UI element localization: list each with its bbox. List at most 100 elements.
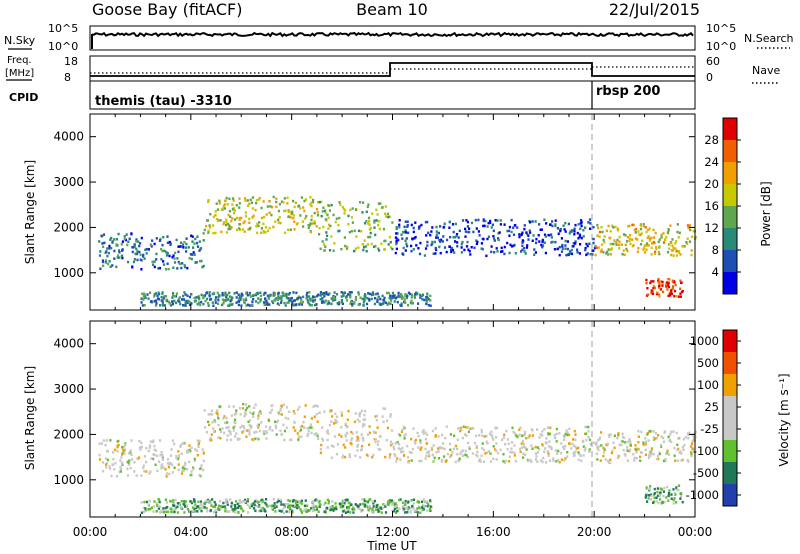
echo-cell xyxy=(346,293,349,296)
echo-cell xyxy=(215,217,218,221)
echo-cell xyxy=(582,229,585,232)
echo-cell xyxy=(659,487,662,490)
echo-cell xyxy=(656,454,660,458)
echo-cell xyxy=(214,509,217,512)
echo-cell xyxy=(435,236,438,239)
echo-cell xyxy=(209,298,212,301)
echo-cell xyxy=(210,433,213,436)
echo-cell xyxy=(299,214,302,217)
echo-cell xyxy=(689,228,692,232)
echo-cell xyxy=(241,294,244,297)
echo-cell xyxy=(562,224,565,227)
echo-cell xyxy=(521,231,524,234)
echo-cell xyxy=(662,241,666,244)
echo-cell xyxy=(550,447,553,451)
echo-cell xyxy=(203,409,206,412)
echo-cell xyxy=(204,299,207,303)
echo-cell xyxy=(368,219,371,223)
echo-cell xyxy=(247,420,250,423)
echo-cell xyxy=(197,295,200,298)
echo-cell xyxy=(324,299,327,302)
echo-cell xyxy=(250,426,253,429)
echo-cell xyxy=(523,247,526,250)
echo-cell xyxy=(648,488,651,491)
echo-cell xyxy=(494,448,497,451)
echo-cell xyxy=(507,460,511,463)
echo-cell xyxy=(145,252,148,255)
echo-cell xyxy=(400,294,403,297)
echo-cell xyxy=(186,468,189,471)
echo-cell xyxy=(335,293,339,296)
echo-cell xyxy=(641,239,644,242)
echo-cell xyxy=(168,461,171,465)
echo-cell xyxy=(150,457,153,460)
echo-cell xyxy=(268,211,271,215)
echo-cell xyxy=(214,298,217,302)
echo-cell xyxy=(140,445,143,449)
echo-cell xyxy=(209,501,212,505)
colorbar-segment xyxy=(723,184,737,206)
echo-cell xyxy=(404,231,407,234)
echo-cell xyxy=(344,209,347,212)
echo-cell xyxy=(242,298,245,301)
echo-cell xyxy=(642,224,645,228)
echo-cell xyxy=(649,429,652,433)
echo-cell xyxy=(409,292,412,296)
echo-cell xyxy=(604,458,607,461)
echo-cell xyxy=(616,227,619,230)
echo-cell xyxy=(294,201,297,205)
echo-cell xyxy=(243,230,246,233)
echo-cell xyxy=(340,247,343,251)
power-ylabel: Slant Range [km] xyxy=(23,160,37,264)
echo-cell xyxy=(506,447,509,451)
echo-cell xyxy=(601,230,604,234)
echo-cell xyxy=(418,506,421,509)
echo-cell xyxy=(621,440,624,443)
colorbar-segment xyxy=(723,228,737,250)
echo-cell xyxy=(248,405,251,408)
echo-cell xyxy=(544,251,547,255)
echo-cell xyxy=(182,294,185,298)
echo-cell xyxy=(656,457,659,461)
echo-cell xyxy=(415,244,418,247)
echo-cell xyxy=(316,294,319,298)
echo-cell xyxy=(138,446,141,449)
echo-cell xyxy=(434,252,437,255)
echo-cell xyxy=(592,241,595,245)
echo-cell xyxy=(348,455,351,459)
echo-cell xyxy=(253,507,256,510)
echo-cell xyxy=(394,502,397,505)
echo-cell xyxy=(148,499,151,503)
echo-cell xyxy=(372,509,375,513)
echo-cell xyxy=(376,298,379,301)
echo-cell xyxy=(189,253,192,256)
echo-cell xyxy=(149,444,152,447)
echo-cell xyxy=(269,411,272,414)
echo-cell xyxy=(272,195,275,199)
echo-cell xyxy=(278,303,281,306)
echo-cell xyxy=(215,202,218,205)
echo-cell xyxy=(673,289,677,293)
echo-cell xyxy=(300,511,304,514)
echo-cell xyxy=(152,263,155,266)
echo-cell xyxy=(492,457,495,461)
echo-cell xyxy=(299,296,302,299)
echo-cell xyxy=(191,506,194,509)
echo-cell xyxy=(419,439,422,442)
echo-cell xyxy=(405,296,408,300)
echo-cell xyxy=(375,208,378,212)
echo-cell xyxy=(140,268,143,271)
echo-cell xyxy=(398,219,401,222)
echo-cell xyxy=(555,427,558,431)
echo-cell xyxy=(646,287,649,290)
echo-cell xyxy=(512,226,515,229)
echo-cell xyxy=(677,236,680,239)
echo-cell xyxy=(496,250,499,253)
echo-cell xyxy=(239,296,243,300)
echo-cell xyxy=(564,239,567,243)
echo-cell xyxy=(262,301,266,304)
echo-cell xyxy=(357,293,360,296)
echo-cell xyxy=(351,303,354,306)
echo-cell xyxy=(675,488,678,491)
